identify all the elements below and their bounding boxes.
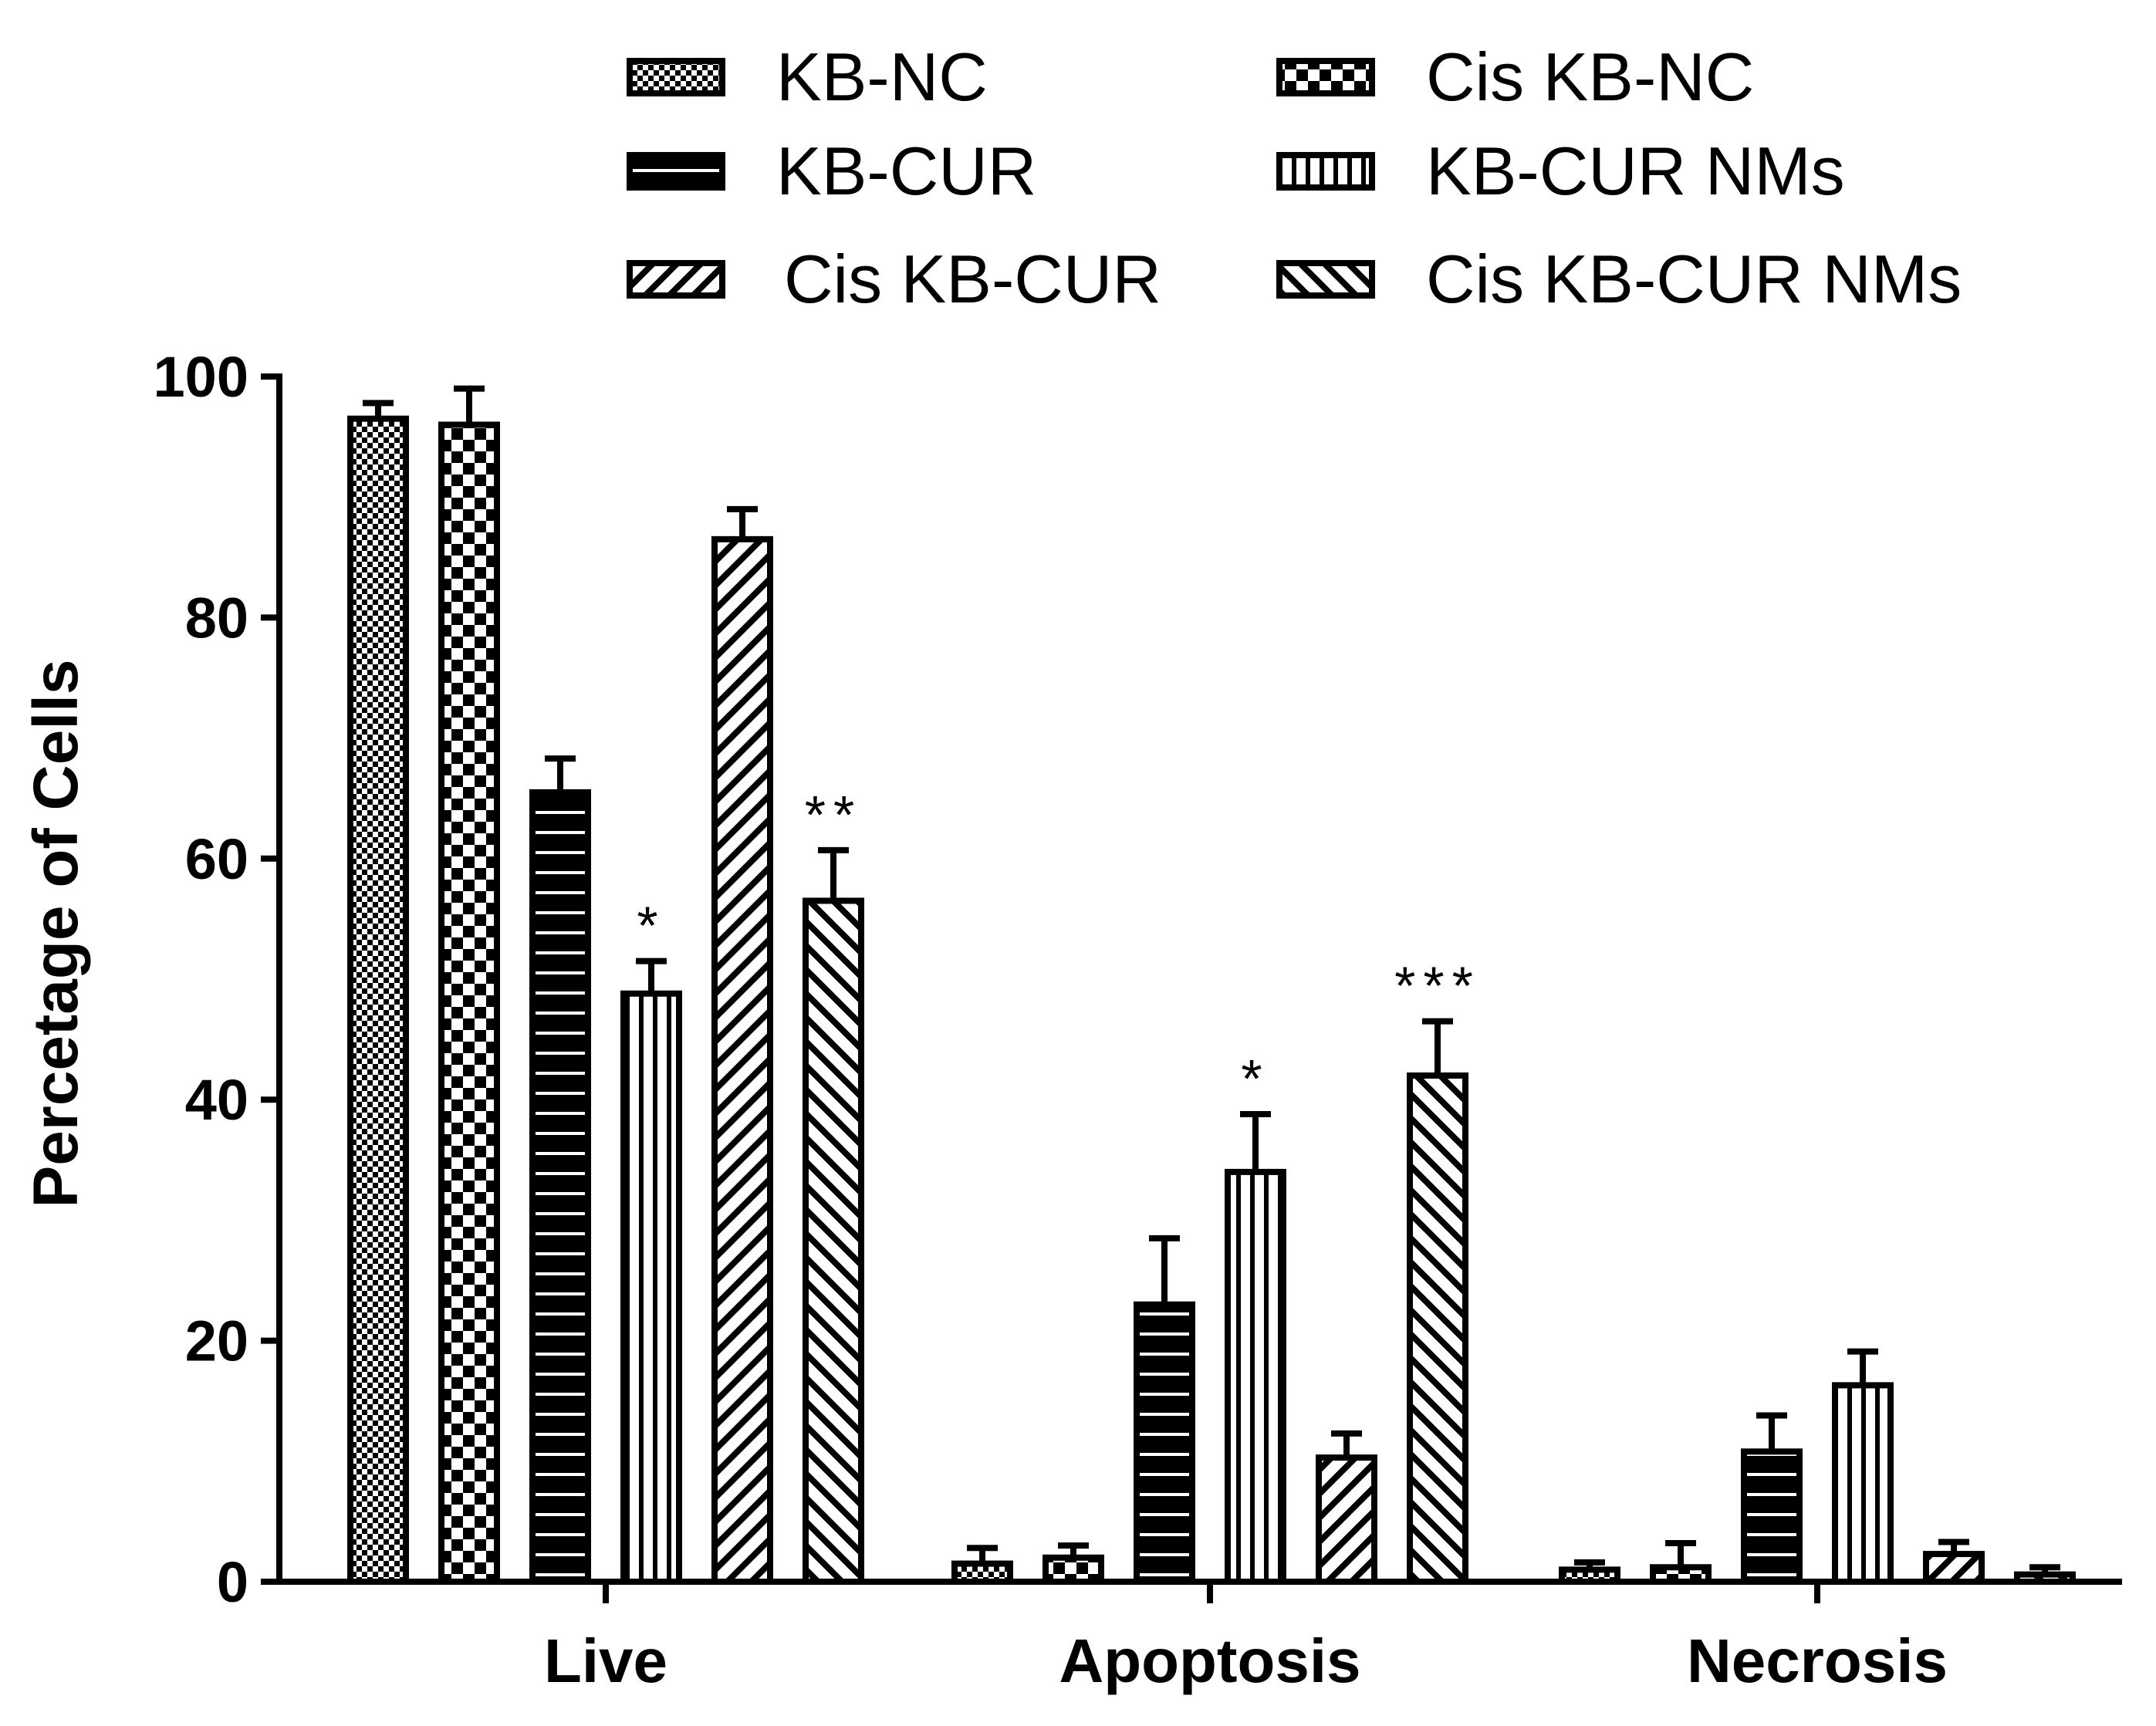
legend-swatch-kb-cur-nms (1276, 152, 1375, 191)
legend-label-kb-cur-nms: KB-CUR NMs (1426, 133, 1845, 209)
group-necrosis (1559, 1348, 2076, 1586)
y-tick-label-20: 20 (185, 1309, 248, 1373)
legend-item-kb-nc: KB-NC (627, 39, 988, 115)
bar-live-cis-kb-nc (438, 421, 500, 1585)
bar-live-kb-cur-nms (620, 990, 682, 1585)
y-axis-title: Percetage of Cells (21, 660, 91, 1208)
legend-label-cis-kb-cur-nms: Cis KB-CUR NMs (1426, 241, 1962, 317)
significance-annotations: ******* (637, 785, 1481, 1109)
bar-live-cis-kb-cur (711, 535, 773, 1585)
y-tick-label-60: 60 (185, 827, 248, 891)
significance-live-kb-cur-nms: * (637, 896, 665, 956)
significance-apoptosis-cis-kb-cur-nms: *** (1394, 956, 1481, 1016)
significance-live-cis-kb-cur-nms: ** (805, 785, 862, 845)
bars (347, 385, 2076, 1586)
bar-live-kb-cur (529, 789, 591, 1585)
y-tick-label-0: 0 (217, 1550, 248, 1614)
y-tick-label-40: 40 (185, 1068, 248, 1132)
bar-apoptosis-kb-cur-nms (1225, 1168, 1286, 1586)
legend: KB-NC Cis KB-NC KB-CUR KB-CUR NMs Cis KB-CUR… (627, 39, 1962, 317)
bar-necrosis-kb-cur-nms (1832, 1382, 1894, 1586)
legend-item-kb-cur: KB-CUR (627, 133, 1036, 209)
legend-label-cis-kb-nc: Cis KB-NC (1426, 39, 1754, 115)
y-tick-label-80: 80 (185, 586, 248, 650)
legend-swatch-cis-kb-cur (627, 260, 725, 299)
significance-apoptosis-kb-cur-nms: * (1241, 1049, 1269, 1109)
bar-live-cis-kb-cur-nms (803, 897, 864, 1585)
x-tick-label-necrosis: Necrosis (1687, 1626, 1948, 1695)
bar-necrosis-kb-cur (1741, 1448, 1803, 1585)
bar-apoptosis-kb-cur (1134, 1301, 1195, 1585)
x-tick-label-live: Live (544, 1626, 667, 1695)
bar-apoptosis-cis-kb-nc (1043, 1554, 1104, 1586)
legend-item-cis-kb-cur: Cis KB-CUR (627, 241, 1161, 317)
x-tick-label-apoptosis: Apoptosis (1059, 1626, 1360, 1695)
legend-item-cis-kb-nc: Cis KB-NC (1276, 39, 1754, 115)
group-apoptosis (951, 1018, 1468, 1586)
axes: 0 20 40 60 80 100 Live Apoptosis Necrosis (154, 345, 2122, 1695)
bar-apoptosis-cis-kb-cur-nms (1407, 1072, 1468, 1585)
bar-apoptosis-cis-kb-cur (1316, 1454, 1377, 1586)
legend-swatch-kb-cur (627, 152, 725, 191)
y-tick-label-100: 100 (154, 345, 248, 409)
legend-item-cis-kb-cur-nms: Cis KB-CUR NMs (1276, 241, 1962, 317)
bar-necrosis-cis-kb-cur (1923, 1551, 1985, 1585)
bar-live-kb-nc (347, 415, 409, 1585)
group-live (347, 385, 864, 1585)
legend-swatch-kb-nc (627, 58, 725, 96)
legend-swatch-cis-kb-nc (1276, 58, 1375, 96)
legend-item-kb-cur-nms: KB-CUR NMs (1276, 133, 1845, 209)
legend-label-cis-kb-cur: Cis KB-CUR (784, 241, 1161, 317)
legend-swatch-cis-kb-cur-nms (1276, 260, 1375, 299)
legend-label-kb-nc: KB-NC (776, 39, 988, 115)
legend-label-kb-cur: KB-CUR (776, 133, 1036, 209)
